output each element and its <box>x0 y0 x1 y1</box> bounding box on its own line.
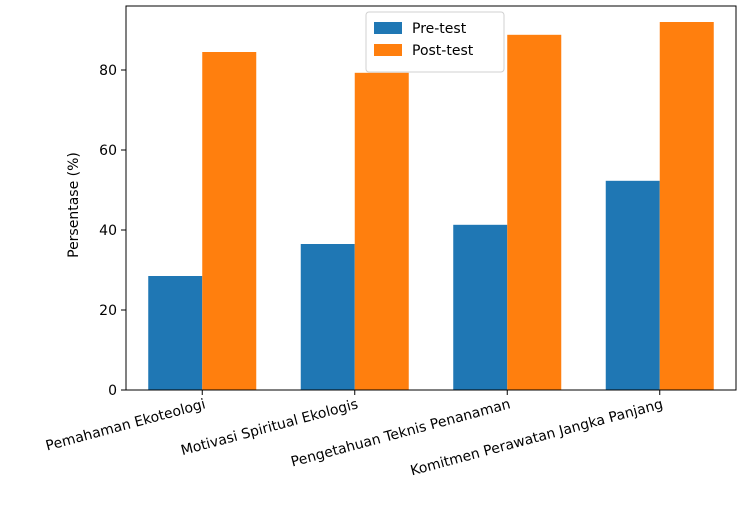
bar-pre-test-3 <box>453 224 508 390</box>
y-axis-label: Persentase (%) <box>66 152 82 258</box>
plot-frame <box>125 5 737 391</box>
y-tick-label: 20 <box>99 303 117 319</box>
legend-label-post-test: Post-test <box>412 43 474 59</box>
y-tick-label: 0 <box>108 383 117 399</box>
bar-pre-test-2 <box>300 244 355 390</box>
legend-swatch-pre-test <box>374 22 402 34</box>
x-tick-label: Komitmen Perawatan Jangka Panjang <box>409 396 665 479</box>
legend-label-pre-test: Pre-test <box>412 21 467 37</box>
bar-pre-test-1 <box>148 276 203 390</box>
legend-swatch-post-test <box>374 44 402 56</box>
bar-post-test-3 <box>507 34 562 391</box>
bar-post-test-2 <box>354 72 409 391</box>
bar-post-test-1 <box>202 52 257 390</box>
y-tick-label: 60 <box>99 143 117 159</box>
bar-post-test-4 <box>659 22 714 390</box>
y-tick-label: 40 <box>99 223 117 239</box>
y-tick-label: 80 <box>99 63 117 79</box>
bar-pre-test-4 <box>605 180 660 390</box>
